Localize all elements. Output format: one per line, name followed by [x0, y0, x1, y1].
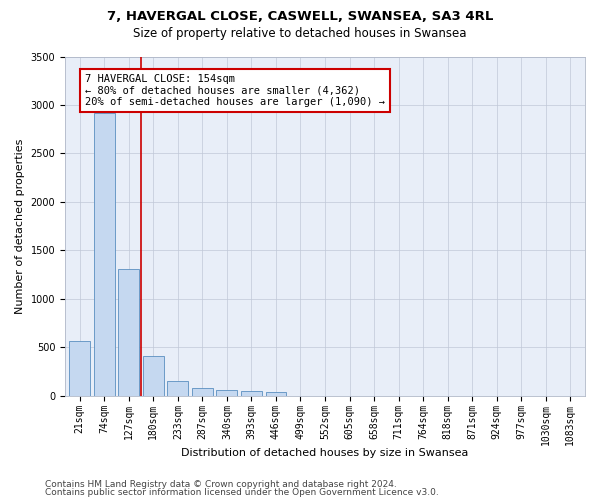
Bar [118, 269, 139, 396]
Text: 7, HAVERGAL CLOSE, CASWELL, SWANSEA, SA3 4RL: 7, HAVERGAL CLOSE, CASWELL, SWANSEA, SA3… [107, 10, 493, 23]
Bar [94, 113, 115, 396]
X-axis label: Distribution of detached houses by size in Swansea: Distribution of detached houses by size … [181, 448, 469, 458]
Bar [70, 340, 90, 396]
Text: Size of property relative to detached houses in Swansea: Size of property relative to detached ho… [133, 28, 467, 40]
Bar [143, 356, 164, 396]
Bar [241, 391, 262, 396]
Text: 7 HAVERGAL CLOSE: 154sqm
← 80% of detached houses are smaller (4,362)
20% of sem: 7 HAVERGAL CLOSE: 154sqm ← 80% of detach… [85, 74, 385, 107]
Text: Contains HM Land Registry data © Crown copyright and database right 2024.: Contains HM Land Registry data © Crown c… [45, 480, 397, 489]
Bar [217, 390, 238, 396]
Text: Contains public sector information licensed under the Open Government Licence v3: Contains public sector information licen… [45, 488, 439, 497]
Bar [192, 388, 213, 396]
Bar [167, 381, 188, 396]
Y-axis label: Number of detached properties: Number of detached properties [15, 138, 25, 314]
Bar [266, 392, 286, 396]
